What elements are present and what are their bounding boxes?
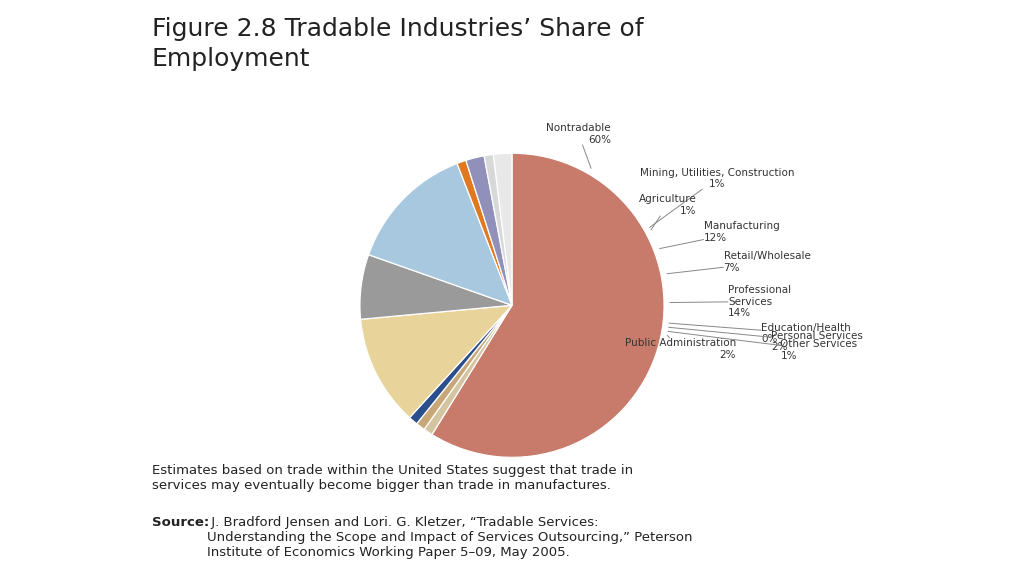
Wedge shape	[457, 160, 512, 305]
Text: Nontradable
60%: Nontradable 60%	[546, 123, 611, 168]
Wedge shape	[424, 305, 512, 434]
Text: Personal Services
2%: Personal Services 2%	[669, 327, 863, 353]
Text: Source:: Source:	[152, 516, 209, 529]
Wedge shape	[466, 156, 512, 305]
Text: Estimates based on trade within the United States suggest that trade in
services: Estimates based on trade within the Unit…	[152, 464, 633, 492]
Text: Other Services
1%: Other Services 1%	[668, 331, 857, 361]
Wedge shape	[410, 305, 512, 424]
Wedge shape	[494, 153, 512, 305]
Text: J. Bradford Jensen and Lori. G. Kletzer, “Tradable Services:
Understanding the S: J. Bradford Jensen and Lori. G. Kletzer,…	[207, 516, 692, 559]
Text: Figure 2.8 Tradable Industries’ Share of
Employment: Figure 2.8 Tradable Industries’ Share of…	[152, 17, 643, 71]
Wedge shape	[417, 305, 512, 429]
Text: Education/Health
0%: Education/Health 0%	[669, 323, 851, 344]
Text: Retail/Wholesale
7%: Retail/Wholesale 7%	[667, 252, 810, 274]
Text: Manufacturing
12%: Manufacturing 12%	[659, 221, 779, 249]
Wedge shape	[360, 255, 512, 319]
Wedge shape	[360, 305, 512, 418]
Text: Professional
Services
14%: Professional Services 14%	[670, 285, 791, 318]
Wedge shape	[484, 154, 512, 305]
Text: Agriculture
1%: Agriculture 1%	[639, 194, 696, 230]
Text: Public Administration
2%: Public Administration 2%	[625, 335, 736, 359]
Wedge shape	[432, 153, 664, 457]
Wedge shape	[369, 164, 512, 305]
Text: Mining, Utilities, Construction
1%: Mining, Utilities, Construction 1%	[640, 168, 795, 228]
